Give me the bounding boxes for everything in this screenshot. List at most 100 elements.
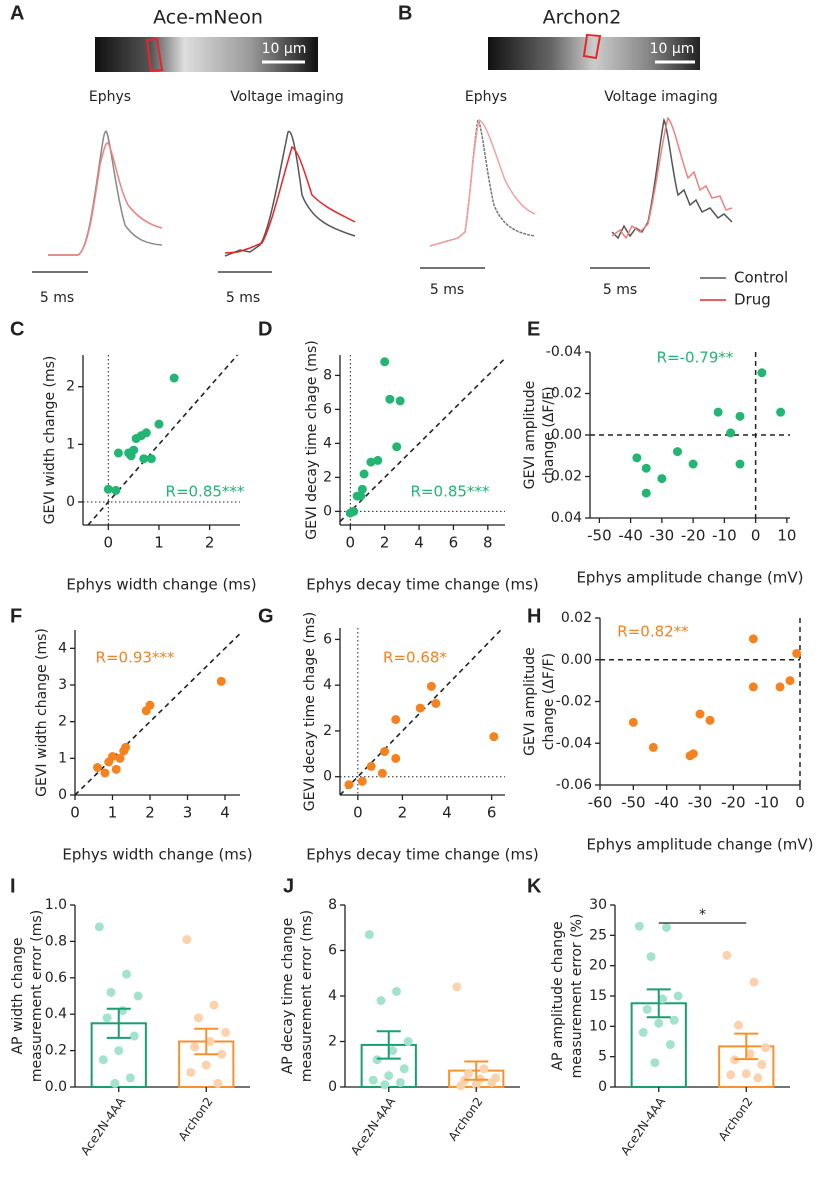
point <box>632 453 642 463</box>
time-label: 5 ms <box>226 290 260 306</box>
x-tick-label: 0 <box>346 534 356 552</box>
point <box>357 776 367 786</box>
point <box>108 752 117 761</box>
point <box>93 763 102 772</box>
point <box>648 742 658 752</box>
point <box>103 484 113 494</box>
point <box>628 717 638 727</box>
y-axis-label: measurement error (ms) <box>29 910 45 1082</box>
y-tick-label: 0 <box>328 1079 337 1095</box>
legend-label: Drug <box>734 291 771 309</box>
annotation: R=0.82** <box>617 623 689 641</box>
x-tick-label: -10 <box>754 794 779 812</box>
x-tick-label: 2 <box>145 804 155 822</box>
x-tick-label: Ace2N-4AA <box>78 1094 129 1158</box>
legend-label: Control <box>734 269 788 287</box>
panel-letter: B <box>398 2 412 24</box>
panel-letter: C <box>10 318 24 340</box>
y-axis-label: measurement error (%) <box>569 914 585 1079</box>
y-axis-label: change (ΔF/F) <box>541 653 557 750</box>
scale-label: 10 µm <box>650 41 695 57</box>
x-axis-label: Ephys width change (ms) <box>62 846 252 864</box>
y-tick-label: 2 <box>323 469 332 485</box>
point <box>415 703 425 713</box>
point <box>139 454 149 464</box>
trace-drug <box>429 119 536 247</box>
point <box>456 1081 466 1091</box>
time-label: 5 ms <box>603 282 637 298</box>
y-tick-label: 15 <box>589 988 607 1004</box>
x-tick-label: 4 <box>442 804 452 822</box>
y-tick-label: 1 <box>58 750 67 766</box>
y-tick-label: 8 <box>328 897 337 913</box>
x-tick-label: Archon2 <box>716 1095 756 1144</box>
y-tick-label: -0.02 <box>546 386 582 402</box>
point <box>217 1049 227 1059</box>
point <box>122 969 131 979</box>
point <box>641 463 651 473</box>
x-tick-label: -50 <box>621 794 646 812</box>
x-tick-label: 0 <box>795 794 805 812</box>
panel-letter: I <box>10 875 16 897</box>
point <box>638 1027 648 1037</box>
point <box>392 442 402 452</box>
y-tick-label: 4 <box>328 988 337 1004</box>
point <box>190 1042 200 1052</box>
y-tick-label: 1 <box>66 436 75 452</box>
x-tick-label: 0 <box>353 804 363 822</box>
y-tick-label: 0.02 <box>551 469 582 485</box>
panel-letter: J <box>283 875 294 897</box>
y-tick-label: 0.02 <box>561 610 592 626</box>
y-tick-label: 2 <box>328 1034 337 1050</box>
point <box>403 1037 413 1046</box>
point <box>100 768 110 778</box>
x-axis-label: Ephys decay time change (ms) <box>306 846 539 864</box>
point <box>385 394 395 404</box>
x-tick-label: -20 <box>721 794 746 812</box>
significance-label: * <box>699 907 706 923</box>
point <box>391 715 401 725</box>
identity-line <box>339 357 506 523</box>
x-axis-label: Ephys amplitude change (mV) <box>576 569 803 587</box>
point <box>380 1080 390 1090</box>
point <box>395 1077 405 1087</box>
point <box>665 1040 675 1050</box>
point <box>669 1015 679 1025</box>
y-tick-label: 5 <box>598 1049 607 1065</box>
panel-letter: H <box>527 605 541 627</box>
x-tick-label: 0 <box>104 534 114 552</box>
point <box>757 1060 767 1070</box>
point <box>110 1078 120 1088</box>
point <box>722 950 732 960</box>
y-tick-label: 3 <box>58 677 67 693</box>
y-axis-label: AP decay time change <box>280 918 296 1075</box>
panel-letter: F <box>10 605 22 627</box>
x-tick-label: -20 <box>681 527 706 545</box>
x-tick-label: -50 <box>587 527 612 545</box>
annotation: R=0.68* <box>383 649 447 667</box>
y-tick-label: 20 <box>589 958 607 974</box>
y-tick-label: 0.00 <box>561 652 592 668</box>
legend: Control Drug <box>700 269 788 309</box>
point <box>366 457 376 467</box>
y-tick-label: 0 <box>598 1079 607 1095</box>
point <box>344 780 354 790</box>
y-axis-label: GEVI width change (ms) <box>42 356 58 525</box>
y-axis-label: GEVI decay time chage (ms) <box>302 612 318 811</box>
point <box>646 952 656 962</box>
time-label: 5 ms <box>430 282 464 298</box>
y-tick-label: 0.4 <box>45 1006 67 1022</box>
y-tick-label: 4 <box>323 677 332 693</box>
y-tick-label: 0 <box>58 787 67 803</box>
y-tick-label: 0 <box>323 503 332 519</box>
point <box>364 930 374 940</box>
y-tick-label: 30 <box>589 897 607 913</box>
point <box>209 1000 219 1010</box>
y-tick-label: 25 <box>589 927 607 943</box>
x-tick-label: 2 <box>205 534 215 552</box>
scale-label: 10 µm <box>262 41 307 57</box>
point <box>94 922 104 932</box>
x-tick-label: 10 <box>777 527 796 545</box>
y-tick-label: 6 <box>323 631 332 647</box>
